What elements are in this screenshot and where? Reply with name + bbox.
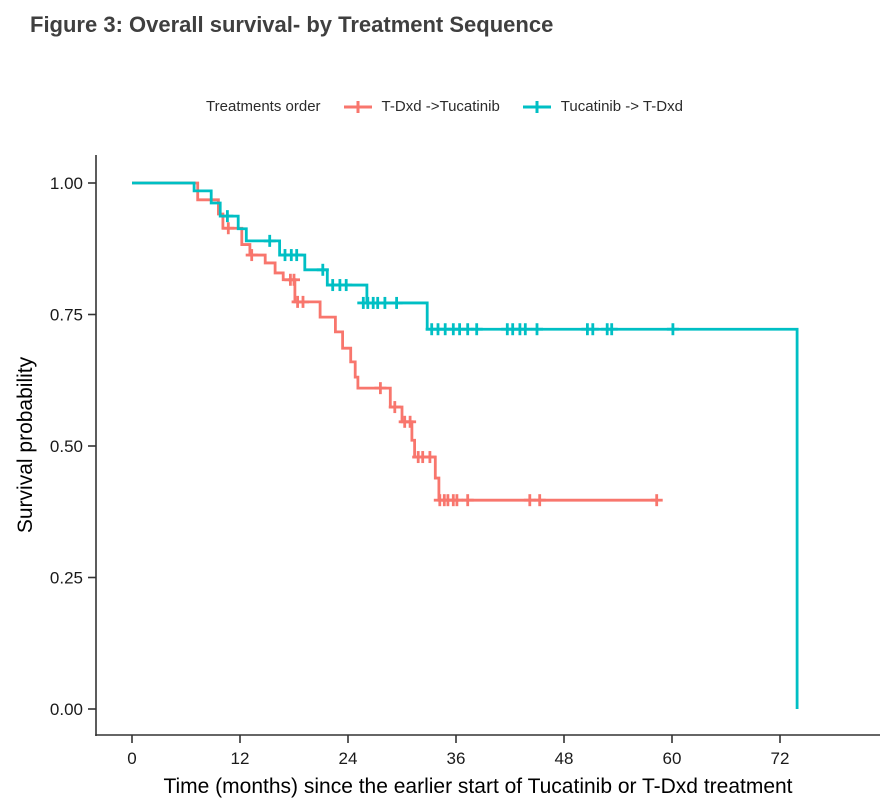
svg-text:0.25: 0.25 (50, 569, 83, 588)
legend-title: Treatments order (206, 98, 321, 115)
legend-item-tucatinib-first: Tucatinib -> T-Dxd (522, 98, 683, 115)
legend-item-tdxd-first: T-Dxd ->Tucatinib (343, 98, 500, 115)
svg-text:24: 24 (339, 749, 358, 768)
figure-title: Figure 3: Overall survival- by Treatment… (30, 12, 554, 37)
svg-text:Time (months) since the earlie: Time (months) since the earlier start of… (163, 775, 792, 798)
svg-text:0.00: 0.00 (50, 700, 83, 719)
svg-text:12: 12 (231, 749, 250, 768)
legend: Treatments order T-Dxd ->Tucatinib Tucat… (0, 98, 889, 115)
km-plus-marker-icon (343, 99, 373, 115)
svg-text:0.50: 0.50 (50, 437, 83, 456)
svg-text:0: 0 (127, 749, 136, 768)
legend-label: Tucatinib -> T-Dxd (560, 98, 683, 115)
svg-text:60: 60 (663, 749, 682, 768)
svg-text:72: 72 (771, 749, 790, 768)
km-plus-marker-icon (522, 99, 552, 115)
legend-label: T-Dxd ->Tucatinib (381, 98, 500, 115)
svg-text:0.75: 0.75 (50, 306, 83, 325)
svg-text:36: 36 (447, 749, 466, 768)
svg-text:48: 48 (555, 749, 574, 768)
svg-text:Survival probability: Survival probability (14, 356, 37, 533)
svg-text:1.00: 1.00 (50, 174, 83, 193)
